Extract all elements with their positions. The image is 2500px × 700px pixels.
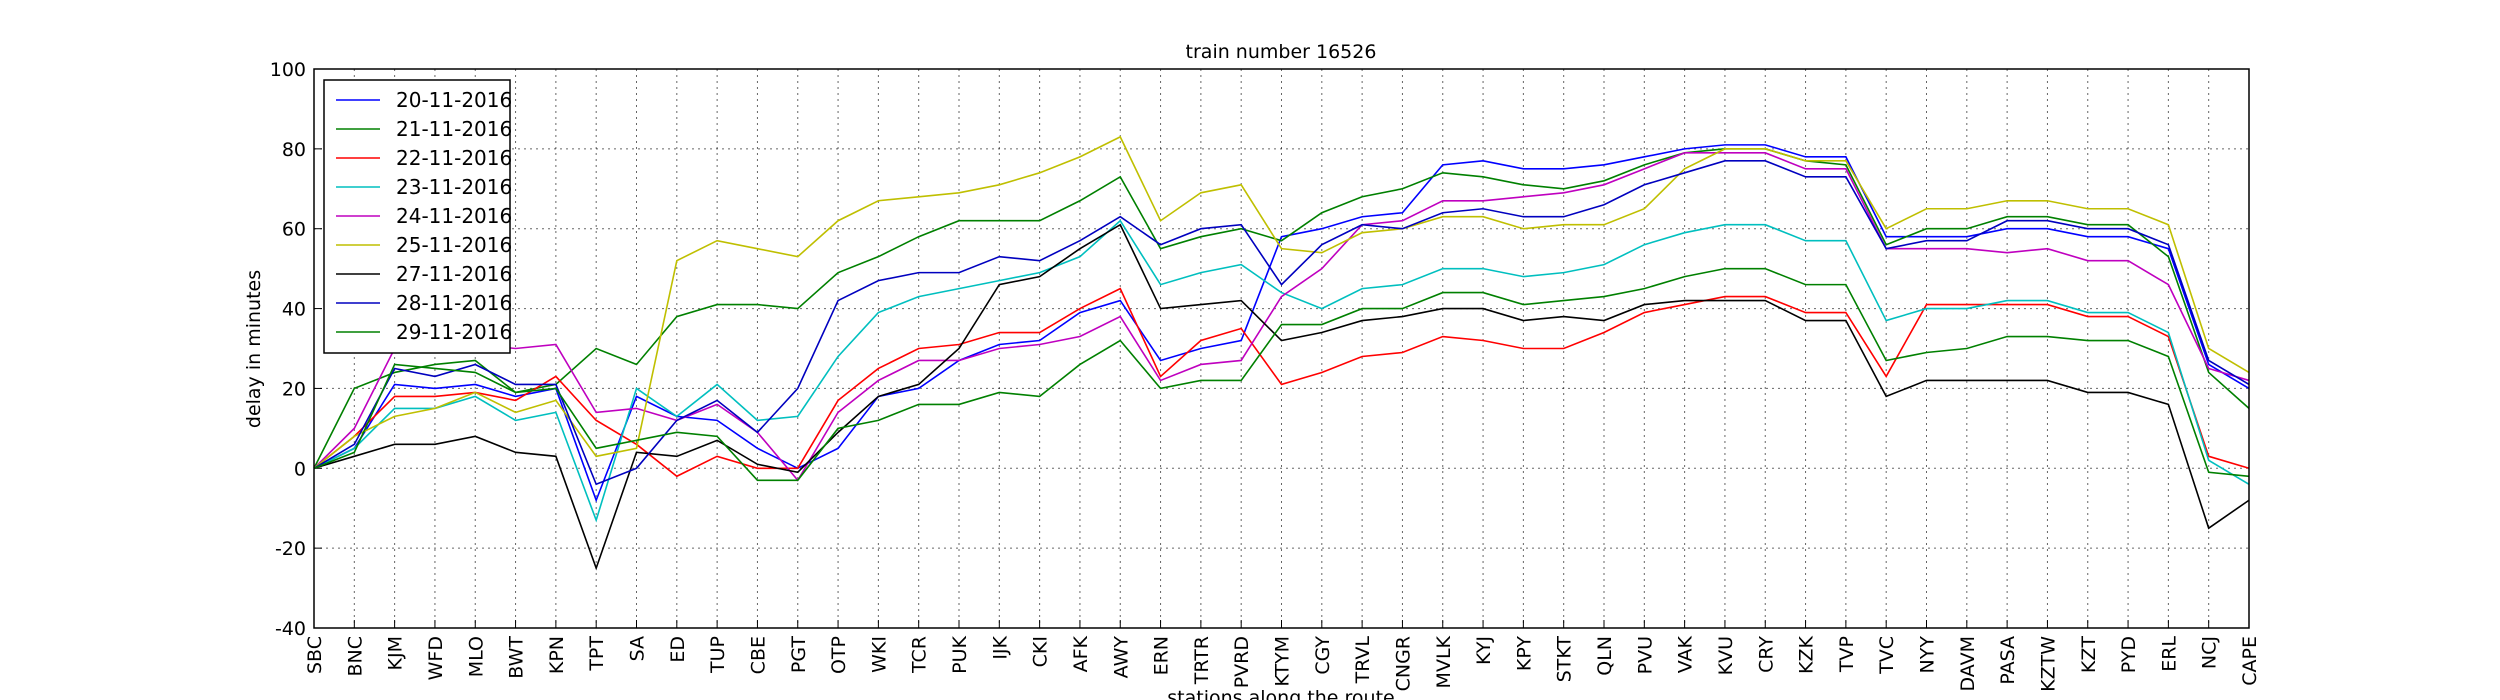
x-tick-label: TRTR — [1191, 636, 1213, 685]
x-tick-label: ERL — [2158, 636, 2180, 672]
x-tick-label: OTP — [828, 636, 850, 674]
chart-title: train number 16526 — [1186, 41, 1377, 63]
legend: 20-11-2016 21-11-2016 22-11-2016 23-11-2016… — [323, 79, 512, 354]
x-tick-label: KTYM — [1272, 636, 1294, 687]
x-tick-label: BWT — [506, 636, 528, 679]
x-tick-label: BNC — [344, 636, 366, 677]
x-axis-label: stations along the route — [1167, 687, 1394, 700]
y-tick-label: -20 — [275, 538, 306, 560]
x-tick-label: SA — [627, 636, 649, 661]
x-tick-label: TCR — [909, 636, 931, 674]
x-tick-label: PVU — [1634, 636, 1656, 674]
x-tick-label: TVC — [1876, 636, 1898, 675]
x-tick-label: ERN — [1151, 636, 1173, 675]
x-tick-label: NCJ — [2199, 636, 2221, 669]
x-tick-label: TVP — [1836, 636, 1858, 673]
data-line — [313, 287, 2250, 478]
legend-label: 23-11-2016 — [396, 175, 512, 199]
x-tick-label: CNGR — [1392, 636, 1414, 691]
data-line — [313, 152, 2250, 482]
x-tick-label: TRVL — [1352, 636, 1374, 685]
x-tick-label: MVLK — [1433, 635, 1455, 688]
legend-label: 25-11-2016 — [396, 233, 512, 257]
x-tick-label: KPN — [546, 636, 568, 674]
x-tick-label: PASA — [1997, 636, 2019, 685]
x-tick-label: WFD — [425, 636, 447, 680]
x-tick-label: VAK — [1675, 635, 1697, 673]
x-tick-label: KZT — [2078, 636, 2100, 673]
legend-label: 21-11-2016 — [396, 117, 512, 141]
x-tick-label: TPT — [586, 636, 608, 672]
y-tick-label: 20 — [282, 378, 306, 400]
x-tick-label: STKT — [1554, 636, 1576, 683]
data-line — [313, 219, 2250, 523]
x-tick-label: QLN — [1594, 636, 1616, 676]
legend-label: 27-11-2016 — [396, 262, 512, 286]
y-axis-label: delay in minutes — [243, 270, 265, 428]
x-tick-label: KJM — [385, 636, 407, 670]
legend-label: 28-11-2016 — [396, 291, 512, 315]
x-tick-label: CGY — [1312, 636, 1334, 675]
x-tick-label: PGT — [788, 636, 810, 674]
x-tick-label: PVRD — [1231, 636, 1253, 688]
plot-frame — [313, 68, 2250, 629]
x-tick-label: KZTW — [2037, 636, 2059, 692]
y-tick-label: -40 — [275, 618, 306, 640]
data-line — [313, 223, 2250, 571]
x-tick-label: KPY — [1513, 636, 1535, 671]
y-tick-label: 100 — [270, 59, 306, 81]
legend-label: 22-11-2016 — [396, 146, 512, 170]
x-tick-label: KYJ — [1473, 636, 1495, 665]
x-tick-label: IJK — [989, 635, 1011, 659]
data-line — [313, 148, 2250, 469]
x-tick-label: TUP — [707, 636, 729, 674]
x-tick-label: AWY — [1110, 636, 1132, 679]
x-tick-label: CAPE — [2239, 636, 2261, 686]
x-tick-label: NYY — [1917, 636, 1939, 674]
legend-label: 29-11-2016 — [396, 320, 512, 344]
x-tick-label: CKI — [1030, 636, 1052, 667]
x-tick-label: SBC — [304, 636, 326, 674]
x-tick-label: WKI — [868, 636, 890, 673]
legend-label: 24-11-2016 — [396, 204, 512, 228]
data-line — [313, 135, 2250, 469]
legend-label: 20-11-2016 — [396, 88, 512, 112]
x-tick-label: MLO — [465, 636, 487, 677]
y-tick-label: 40 — [282, 299, 306, 321]
x-tick-label: KZK — [1796, 635, 1818, 673]
y-tick-label: 80 — [282, 139, 306, 161]
data-line — [313, 267, 2250, 482]
y-tick-label: 60 — [282, 219, 306, 241]
x-tick-label: PUK — [949, 635, 971, 673]
x-tick-label: DAVM — [1957, 636, 1979, 691]
x-tick-label: CBE — [747, 636, 769, 674]
data-line — [313, 160, 2250, 486]
x-tick-label: ED — [667, 636, 689, 663]
data-line — [313, 144, 2250, 503]
x-tick-label: CRY — [1755, 636, 1777, 673]
y-tick-label: 0 — [294, 458, 306, 480]
x-tick-label: AFK — [1070, 635, 1092, 672]
x-tick-label: PYD — [2118, 636, 2140, 673]
x-tick-label: KVU — [1715, 636, 1737, 675]
